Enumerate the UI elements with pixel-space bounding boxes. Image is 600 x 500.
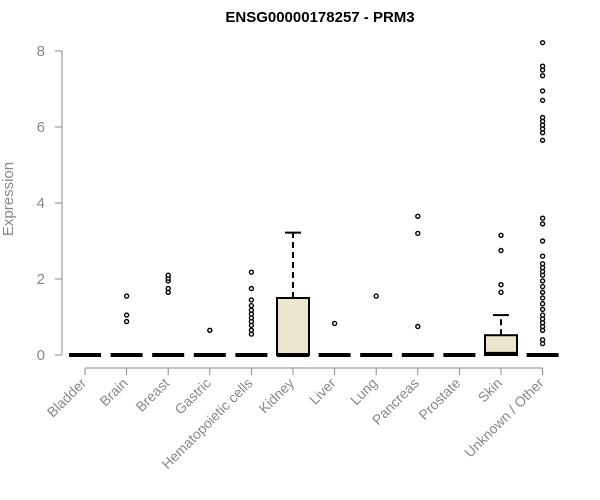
- outlier-point: [248, 327, 255, 333]
- x-tick-label: Skin: [475, 375, 506, 406]
- outlier-point: [165, 272, 171, 278]
- outlier-point: [539, 337, 546, 343]
- outlier-point: [539, 312, 546, 318]
- boxes-layer: [69, 39, 559, 357]
- x-tick-label: Lung: [347, 375, 380, 408]
- outlier-point: [415, 323, 421, 330]
- outlier-point: [539, 283, 546, 290]
- outlier-point: [415, 213, 421, 220]
- outlier-point: [539, 137, 546, 144]
- y-tick-label: 2: [37, 271, 45, 288]
- outlier-point: [539, 114, 546, 121]
- outlier-point: [539, 301, 546, 307]
- outlier-point: [539, 221, 546, 227]
- outlier-point: [498, 282, 504, 288]
- outlier-point: [248, 307, 255, 313]
- x-tick-label: Bladder: [44, 375, 90, 421]
- outlier-point: [123, 312, 130, 318]
- y-axis-label: Expression: [0, 162, 17, 236]
- box-group: [193, 327, 226, 357]
- outlier-point: [207, 327, 213, 333]
- box-group: [276, 231, 310, 357]
- outlier-point: [498, 232, 504, 239]
- outlier-point: [248, 269, 255, 275]
- outlier-point: [539, 278, 546, 284]
- outlier-point: [539, 97, 546, 104]
- box-group: [318, 320, 351, 357]
- outlier-point: [248, 302, 255, 309]
- x-tick-label: Kidney: [256, 375, 298, 417]
- x-tick-label: Brain: [96, 375, 130, 409]
- outlier-point: [123, 318, 130, 325]
- outlier-point: [539, 215, 546, 221]
- box-group: [401, 213, 434, 357]
- outlier-point: [539, 88, 546, 94]
- box-body: [276, 297, 310, 356]
- y-tick-label: 8: [37, 43, 45, 60]
- chart-title: ENSG00000178257 - PRM3: [225, 9, 414, 26]
- outlier-point: [539, 306, 546, 313]
- x-tick-label: Liver: [306, 375, 339, 408]
- outlier-point: [415, 230, 421, 237]
- y-tick-label: 4: [37, 195, 45, 212]
- outlier-point: [539, 253, 546, 259]
- x-tick-label: Breast: [132, 375, 172, 415]
- x-tick-label: Unknown / Other: [461, 375, 547, 461]
- y-tick-label: 6: [37, 119, 45, 136]
- x-tick-label: Prostate: [415, 375, 463, 423]
- outlier-point: [248, 285, 255, 292]
- outlier-point: [373, 293, 379, 299]
- outlier-point: [539, 72, 546, 79]
- box-group: [235, 269, 268, 357]
- outlier-point: [539, 289, 546, 295]
- outlier-point: [331, 320, 338, 327]
- outlier-point: [539, 261, 546, 267]
- outlier-point: [123, 293, 130, 299]
- outlier-point: [498, 289, 504, 295]
- y-axis: 0 2 4 6 8: [37, 43, 63, 364]
- box-group: [360, 293, 393, 357]
- y-tick-label: 0: [37, 347, 45, 364]
- outlier-point: [539, 39, 546, 46]
- outlier-point: [165, 285, 171, 292]
- outlier-point: [248, 297, 255, 303]
- box-group: [484, 232, 518, 356]
- box-group: [152, 272, 185, 357]
- outlier-point: [498, 247, 504, 254]
- outlier-point: [539, 295, 546, 301]
- outlier-point: [539, 63, 546, 69]
- outlier-point: [539, 238, 546, 244]
- box-group: [526, 39, 559, 357]
- box-group: [110, 293, 143, 357]
